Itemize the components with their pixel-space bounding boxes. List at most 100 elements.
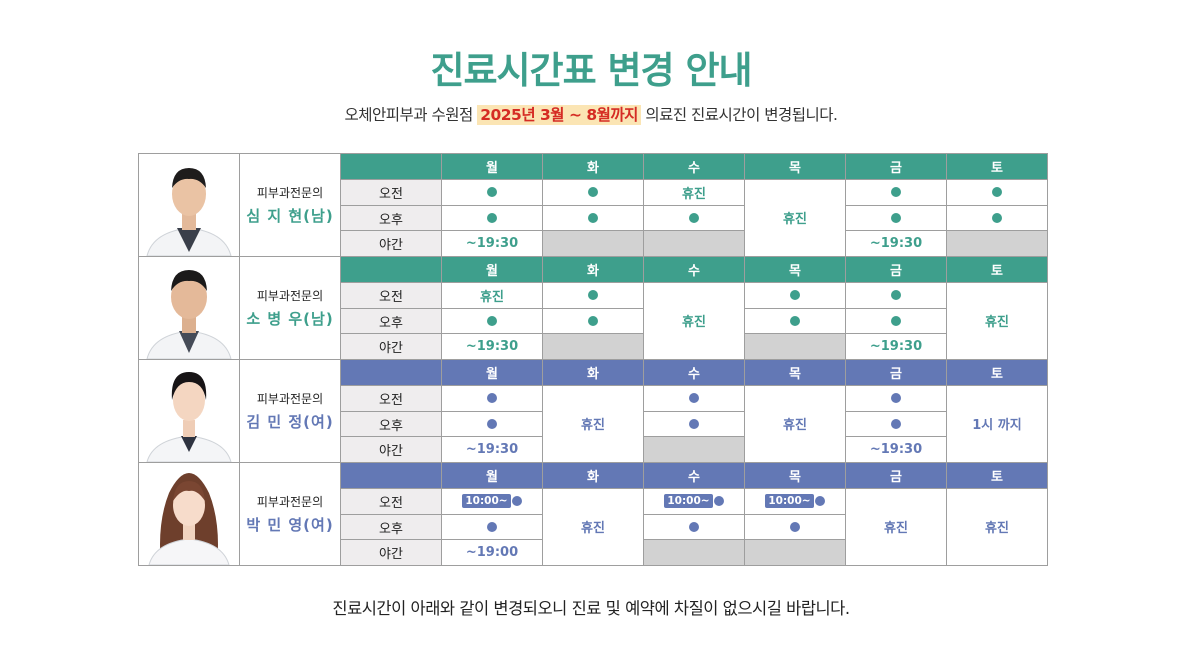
slot-unavailable — [643, 539, 745, 566]
open-dot-icon — [511, 496, 522, 507]
open-dot-icon — [487, 393, 497, 404]
schedule-table: 피부과전문의 심 지 현(남) 월 화 수 목 금 토 오전 휴진 휴진 오후 — [138, 153, 1048, 567]
open-dot-icon — [814, 496, 825, 507]
slot-closed-fri: 휴진 — [845, 487, 947, 567]
open-dot-icon — [790, 522, 800, 533]
day-header-fri: 금 — [845, 359, 947, 386]
day-header-wed: 수 — [643, 359, 745, 386]
time-label-afternoon: 오후 — [340, 513, 442, 541]
open-dot-icon — [891, 393, 901, 404]
slot-night-hours: ~19:30 — [441, 230, 543, 257]
doctor-name-cell: 피부과전문의 심 지 현(남) — [239, 153, 341, 257]
doctor-name: 김 민 정(여) — [246, 413, 334, 431]
slot-open-late-start: 10:00~ — [744, 487, 846, 515]
time-label-afternoon: 오후 — [340, 307, 442, 335]
slot-closed-sat: 휴진 — [946, 487, 1048, 567]
doctor-female-photo-icon — [139, 463, 239, 565]
day-header-thu: 목 — [744, 256, 846, 283]
doctor-specialty: 피부과전문의 — [256, 495, 324, 509]
open-dot-icon — [992, 187, 1002, 198]
row-night: 야간 ~19:30 ~19:30 — [139, 436, 1048, 463]
slot-open — [946, 204, 1048, 232]
slot-open — [441, 178, 543, 206]
slot-closed-tue: 휴진 — [542, 487, 644, 567]
time-label-morning: 오전 — [340, 281, 442, 309]
slot-open — [744, 307, 846, 335]
open-dot-icon — [588, 290, 598, 301]
slot-night-hours: ~19:30 — [845, 436, 947, 463]
slot-open — [643, 204, 745, 232]
open-dot-icon — [790, 316, 800, 327]
slot-open — [845, 410, 947, 438]
slot-night-hours: ~19:30 — [845, 230, 947, 257]
day-header-tue: 화 — [542, 153, 644, 180]
slot-closed-thu: 휴진 — [744, 178, 846, 258]
day-header-mon: 월 — [441, 256, 543, 283]
open-dot-icon — [689, 393, 699, 404]
open-dot-icon — [790, 290, 800, 301]
doctor-name: 박 민 영(여) — [246, 516, 334, 534]
slot-closed-tue: 휴진 — [542, 384, 644, 464]
time-label-afternoon: 오후 — [340, 410, 442, 438]
slot-open — [542, 178, 644, 206]
slot-unavailable — [643, 230, 745, 257]
slot-open — [643, 410, 745, 438]
doctor-block-2: 피부과전문의 소 병 우(남) 월 화 수 목 금 토 오전 휴진 휴진 휴진 … — [138, 256, 1048, 361]
open-dot-icon — [588, 213, 598, 224]
slot-open — [744, 281, 846, 309]
open-dot-icon — [689, 522, 699, 533]
day-header-tue: 화 — [542, 359, 644, 386]
doctor-name: 심 지 현(남) — [246, 207, 334, 225]
open-dot-icon — [713, 496, 724, 507]
row-morning: 오전 10:00~ 휴진 10:00~ 10:00~ 휴진 휴진 — [139, 487, 1048, 567]
header-blank — [340, 359, 442, 386]
open-dot-icon — [891, 213, 901, 224]
day-header-row: 피부과전문의 박 민 영(여) 월 화 수 목 금 토 — [138, 462, 1048, 566]
slot-unavailable — [542, 333, 644, 360]
slot-sat-until-1pm: 1시 까지 — [946, 384, 1048, 464]
open-dot-icon — [891, 419, 901, 430]
doctor-female-photo-icon — [139, 360, 239, 462]
day-header-row: 피부과전문의 심 지 현(남) 월 화 수 목 금 토 — [138, 153, 1048, 257]
doctor-name-cell: 피부과전문의 소 병 우(남) — [239, 256, 341, 360]
time-label-morning: 오전 — [340, 487, 442, 515]
doctor-photo — [138, 153, 240, 257]
slot-open — [542, 307, 644, 335]
day-header-fri: 금 — [845, 153, 947, 180]
row-afternoon: 오후 — [139, 307, 1048, 335]
slot-open-late-start: 10:00~ — [441, 487, 543, 515]
doctor-name-cell: 피부과전문의 박 민 영(여) — [239, 462, 341, 566]
open-dot-icon — [588, 316, 598, 327]
subtitle-text: 오체안피부과 수원점 — [344, 106, 478, 124]
day-header-sat: 토 — [946, 462, 1048, 489]
page-title: 진료시간표 변경 안내 — [430, 49, 752, 92]
day-header-wed: 수 — [643, 256, 745, 283]
day-header-sat: 토 — [946, 359, 1048, 386]
slot-unavailable — [643, 436, 745, 463]
open-dot-icon — [487, 522, 497, 533]
doctor-male-photo-icon — [139, 257, 239, 359]
open-dot-icon — [487, 316, 497, 327]
row-morning: 오전 휴진 휴진 — [139, 178, 1048, 258]
slot-unavailable — [744, 539, 846, 566]
doctor-photo — [138, 462, 240, 566]
page-subtitle: 오체안피부과 수원점 2025년 3월 ~ 8월까지 의료진 진료시간이 변경됩… — [0, 103, 1182, 125]
slot-unavailable — [744, 333, 846, 360]
doctor-male-photo-icon — [139, 154, 239, 256]
day-header-thu: 목 — [744, 462, 846, 489]
day-header-mon: 월 — [441, 359, 543, 386]
slot-open — [946, 178, 1048, 206]
slot-open — [845, 204, 947, 232]
open-dot-icon — [487, 187, 497, 198]
row-night: 야간 ~19:30 ~19:30 — [139, 333, 1048, 360]
row-morning: 오전 휴진 휴진 1시 까지 — [139, 384, 1048, 464]
row-night: 야간 ~19:30 ~19:30 — [139, 230, 1048, 257]
slot-open — [744, 513, 846, 541]
slot-closed-wed: 휴진 — [643, 281, 745, 361]
day-header-fri: 금 — [845, 462, 947, 489]
doctor-specialty: 피부과전문의 — [256, 392, 324, 406]
open-dot-icon — [588, 187, 598, 198]
time-label-night: 야간 — [340, 539, 442, 566]
start-time-badge: 10:00~ — [765, 494, 814, 509]
day-header-fri: 금 — [845, 256, 947, 283]
